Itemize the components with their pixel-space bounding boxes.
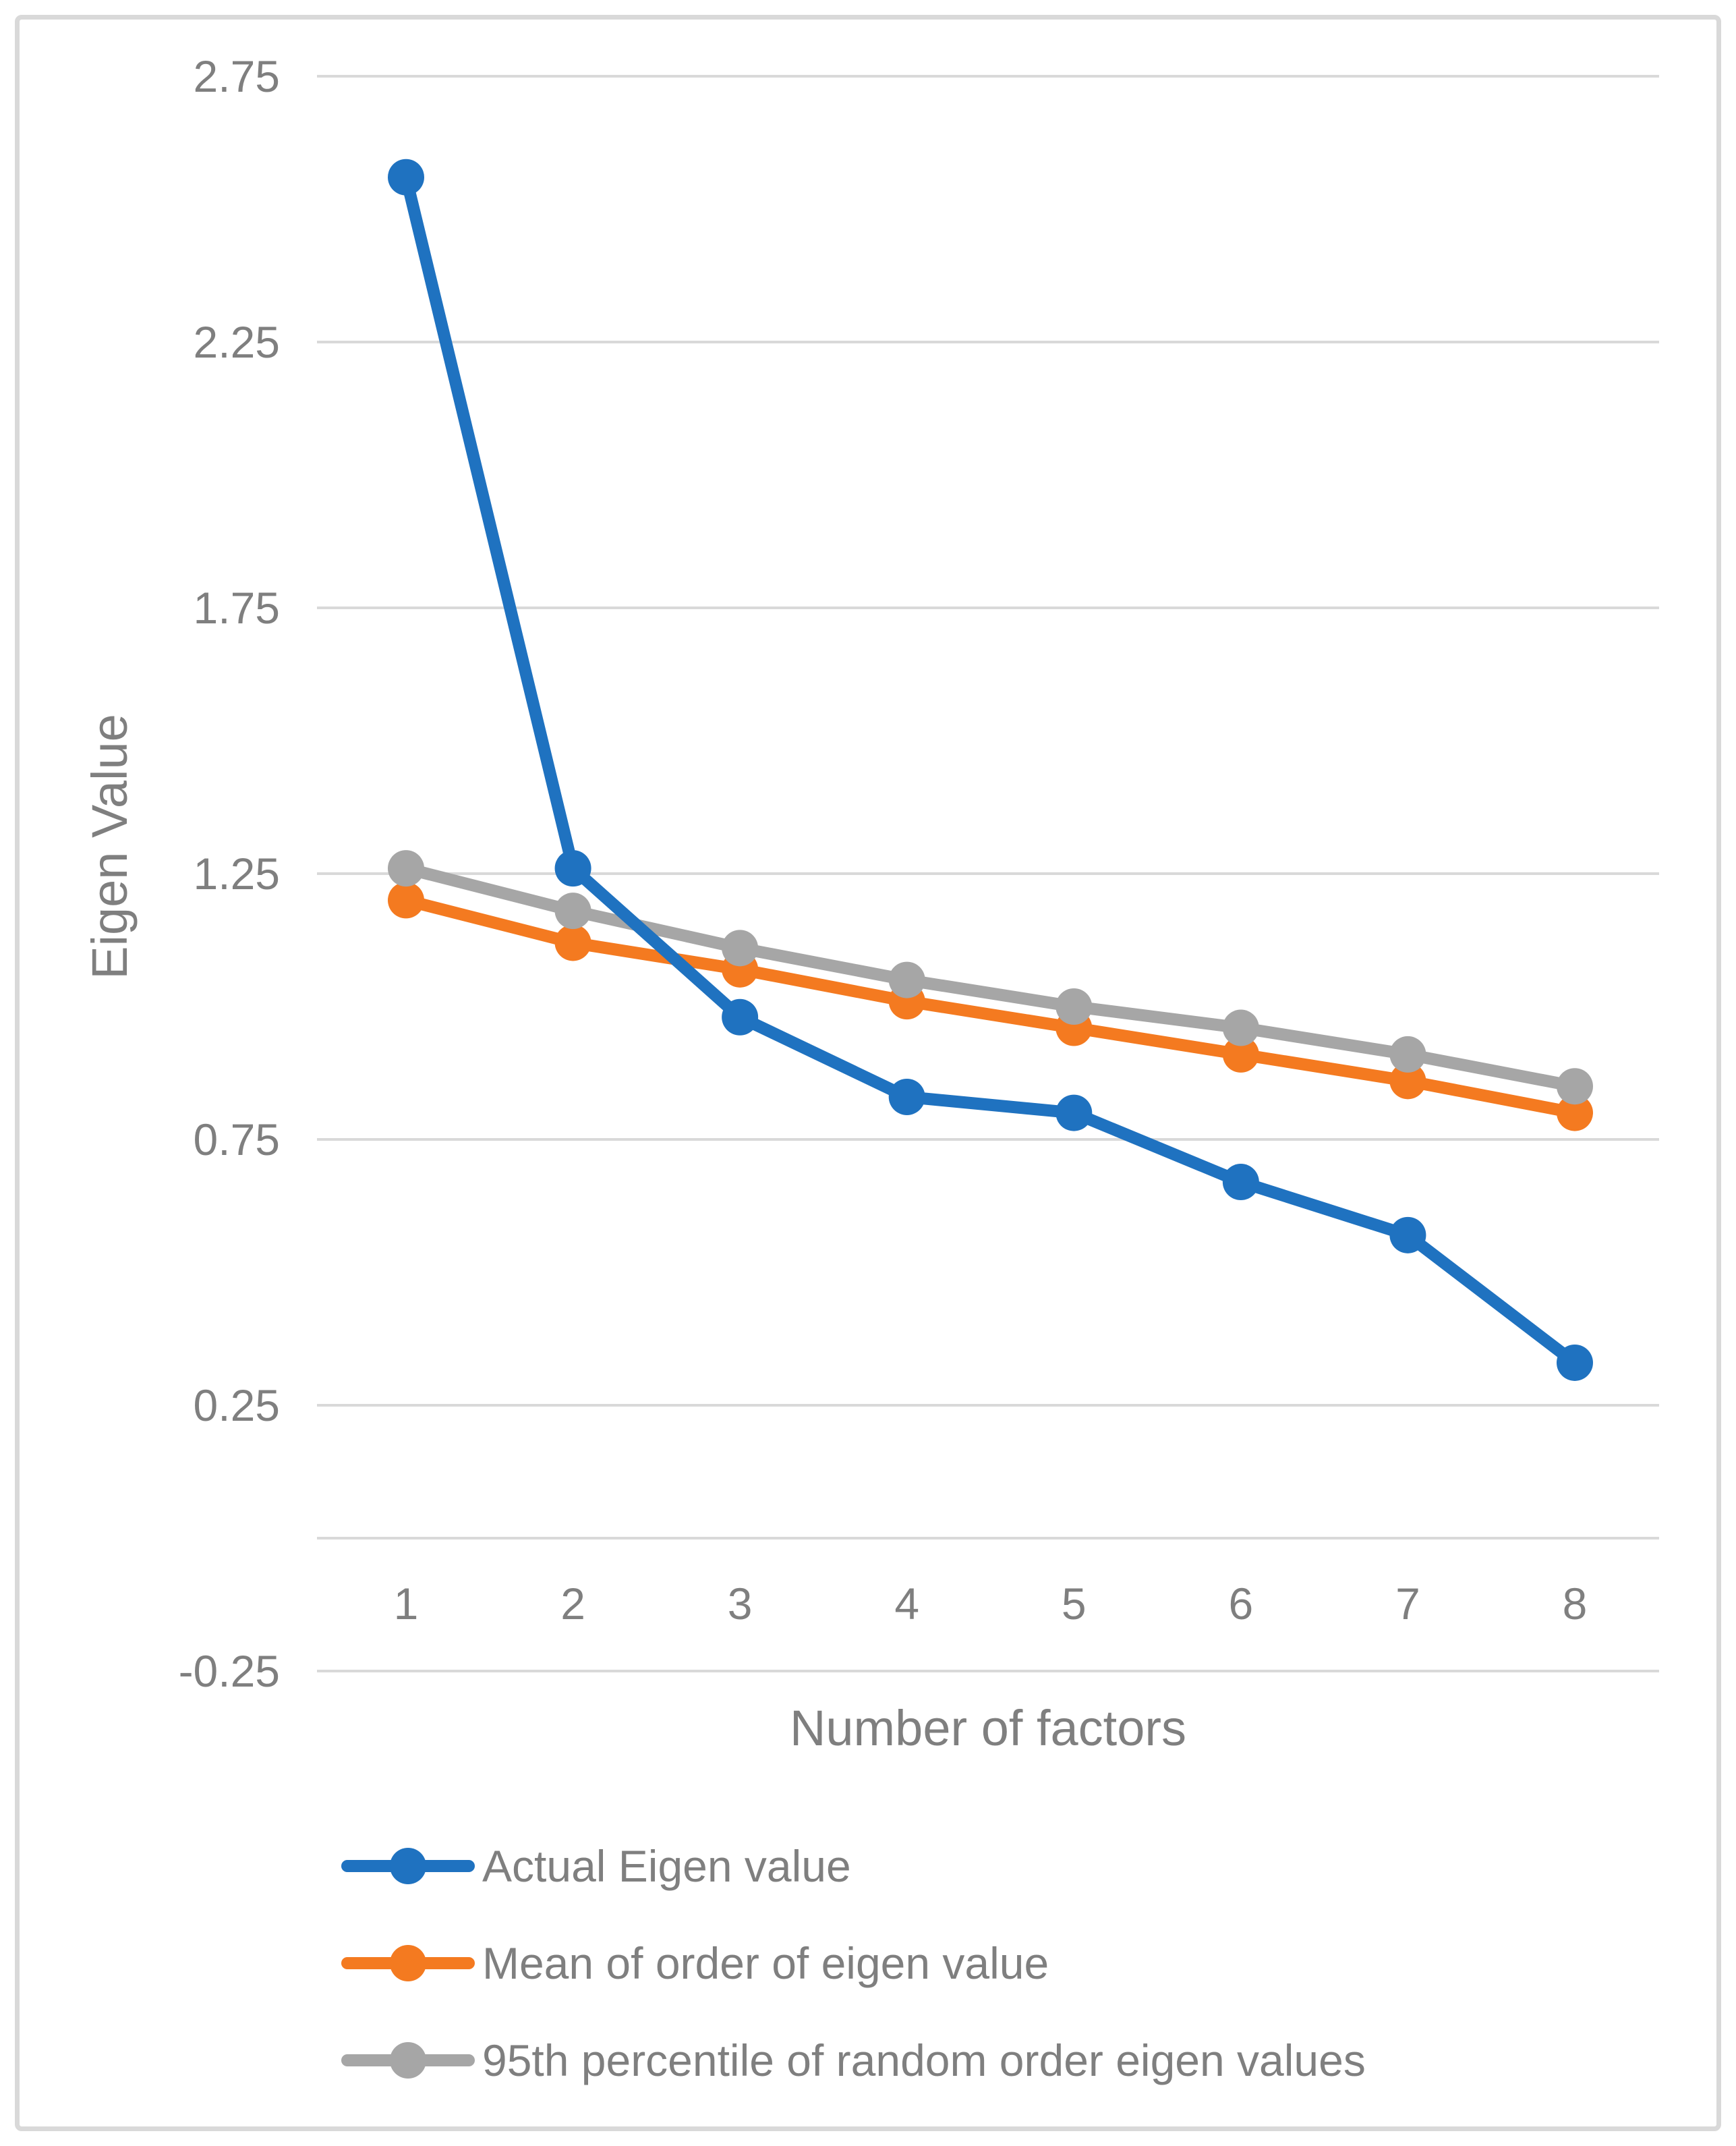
x-tick-label: 1: [393, 1579, 419, 1629]
series-line: [404, 894, 1576, 1119]
data-point-marker: [888, 961, 925, 998]
data-point-marker: [554, 850, 591, 887]
data-point-marker: [388, 850, 424, 887]
series-line: [404, 862, 1576, 1093]
data-point-marker: [722, 930, 759, 967]
x-tick-label: 3: [727, 1579, 753, 1629]
legend-circle: [390, 1945, 426, 1981]
x-tick-label: 6: [1228, 1579, 1254, 1629]
y-tick-label: 0.75: [193, 1114, 280, 1164]
y-axis-title: Eigen Value: [82, 714, 138, 980]
legend-item: Actual Eigen value: [341, 1844, 851, 1888]
y-tick-label: 2.25: [193, 317, 280, 367]
legend-circle: [390, 1848, 426, 1884]
y-tick-label: 2.75: [193, 51, 280, 101]
x-tick-label: 4: [894, 1579, 920, 1629]
data-point-marker: [388, 159, 424, 196]
data-point-marker: [1556, 1068, 1593, 1105]
data-point-marker: [1556, 1344, 1593, 1381]
legend-label: 95th percentile of random order eigen va…: [482, 2035, 1366, 2085]
data-point-marker: [1389, 1063, 1426, 1100]
data-point-marker: [1222, 1164, 1259, 1201]
legend-item: 95th percentile of random order eigen va…: [341, 2038, 1366, 2083]
data-point-marker: [554, 893, 591, 930]
y-tick-label: 0.25: [193, 1380, 280, 1430]
series-line: [400, 175, 1579, 1368]
series-group: [388, 159, 1593, 1381]
series-0: [388, 159, 1593, 1381]
legend-marker-icon: [341, 1848, 475, 1884]
data-point-marker: [1556, 1094, 1593, 1131]
chart-outer-frame: [15, 15, 1721, 2131]
y-tick-label: 1.25: [193, 849, 280, 899]
series-2: [388, 850, 1593, 1105]
y-tick-label: -0.25: [178, 1646, 280, 1696]
y-tick-label: 1.75: [193, 583, 280, 633]
data-point-marker: [1222, 1036, 1259, 1073]
legend-marker-icon: [341, 2042, 475, 2079]
legend-item: Mean of order of eigen value: [341, 1941, 1049, 1985]
data-point-marker: [888, 1078, 925, 1115]
x-tick-label: 7: [1395, 1579, 1420, 1629]
data-point-marker: [1055, 1094, 1093, 1131]
legend-label: Mean of order of eigen value: [482, 1938, 1049, 1988]
legend-marker-icon: [341, 1945, 475, 1981]
data-point-marker: [1389, 1036, 1426, 1073]
x-tick-label: 5: [1061, 1579, 1087, 1629]
data-point-marker: [722, 998, 759, 1036]
data-point-marker: [1055, 988, 1093, 1025]
legend-label: Actual Eigen value: [482, 1841, 851, 1891]
data-point-marker: [1222, 1009, 1259, 1046]
data-point-marker: [1389, 1216, 1426, 1253]
x-axis-title: Number of factors: [789, 1700, 1187, 1756]
x-tick-label: 8: [1562, 1579, 1588, 1629]
legend-circle: [390, 2042, 426, 2079]
x-tick-label: 2: [560, 1579, 585, 1629]
data-point-marker: [388, 882, 424, 919]
gridlines-group: [317, 75, 1659, 1672]
data-point-marker: [554, 924, 591, 961]
